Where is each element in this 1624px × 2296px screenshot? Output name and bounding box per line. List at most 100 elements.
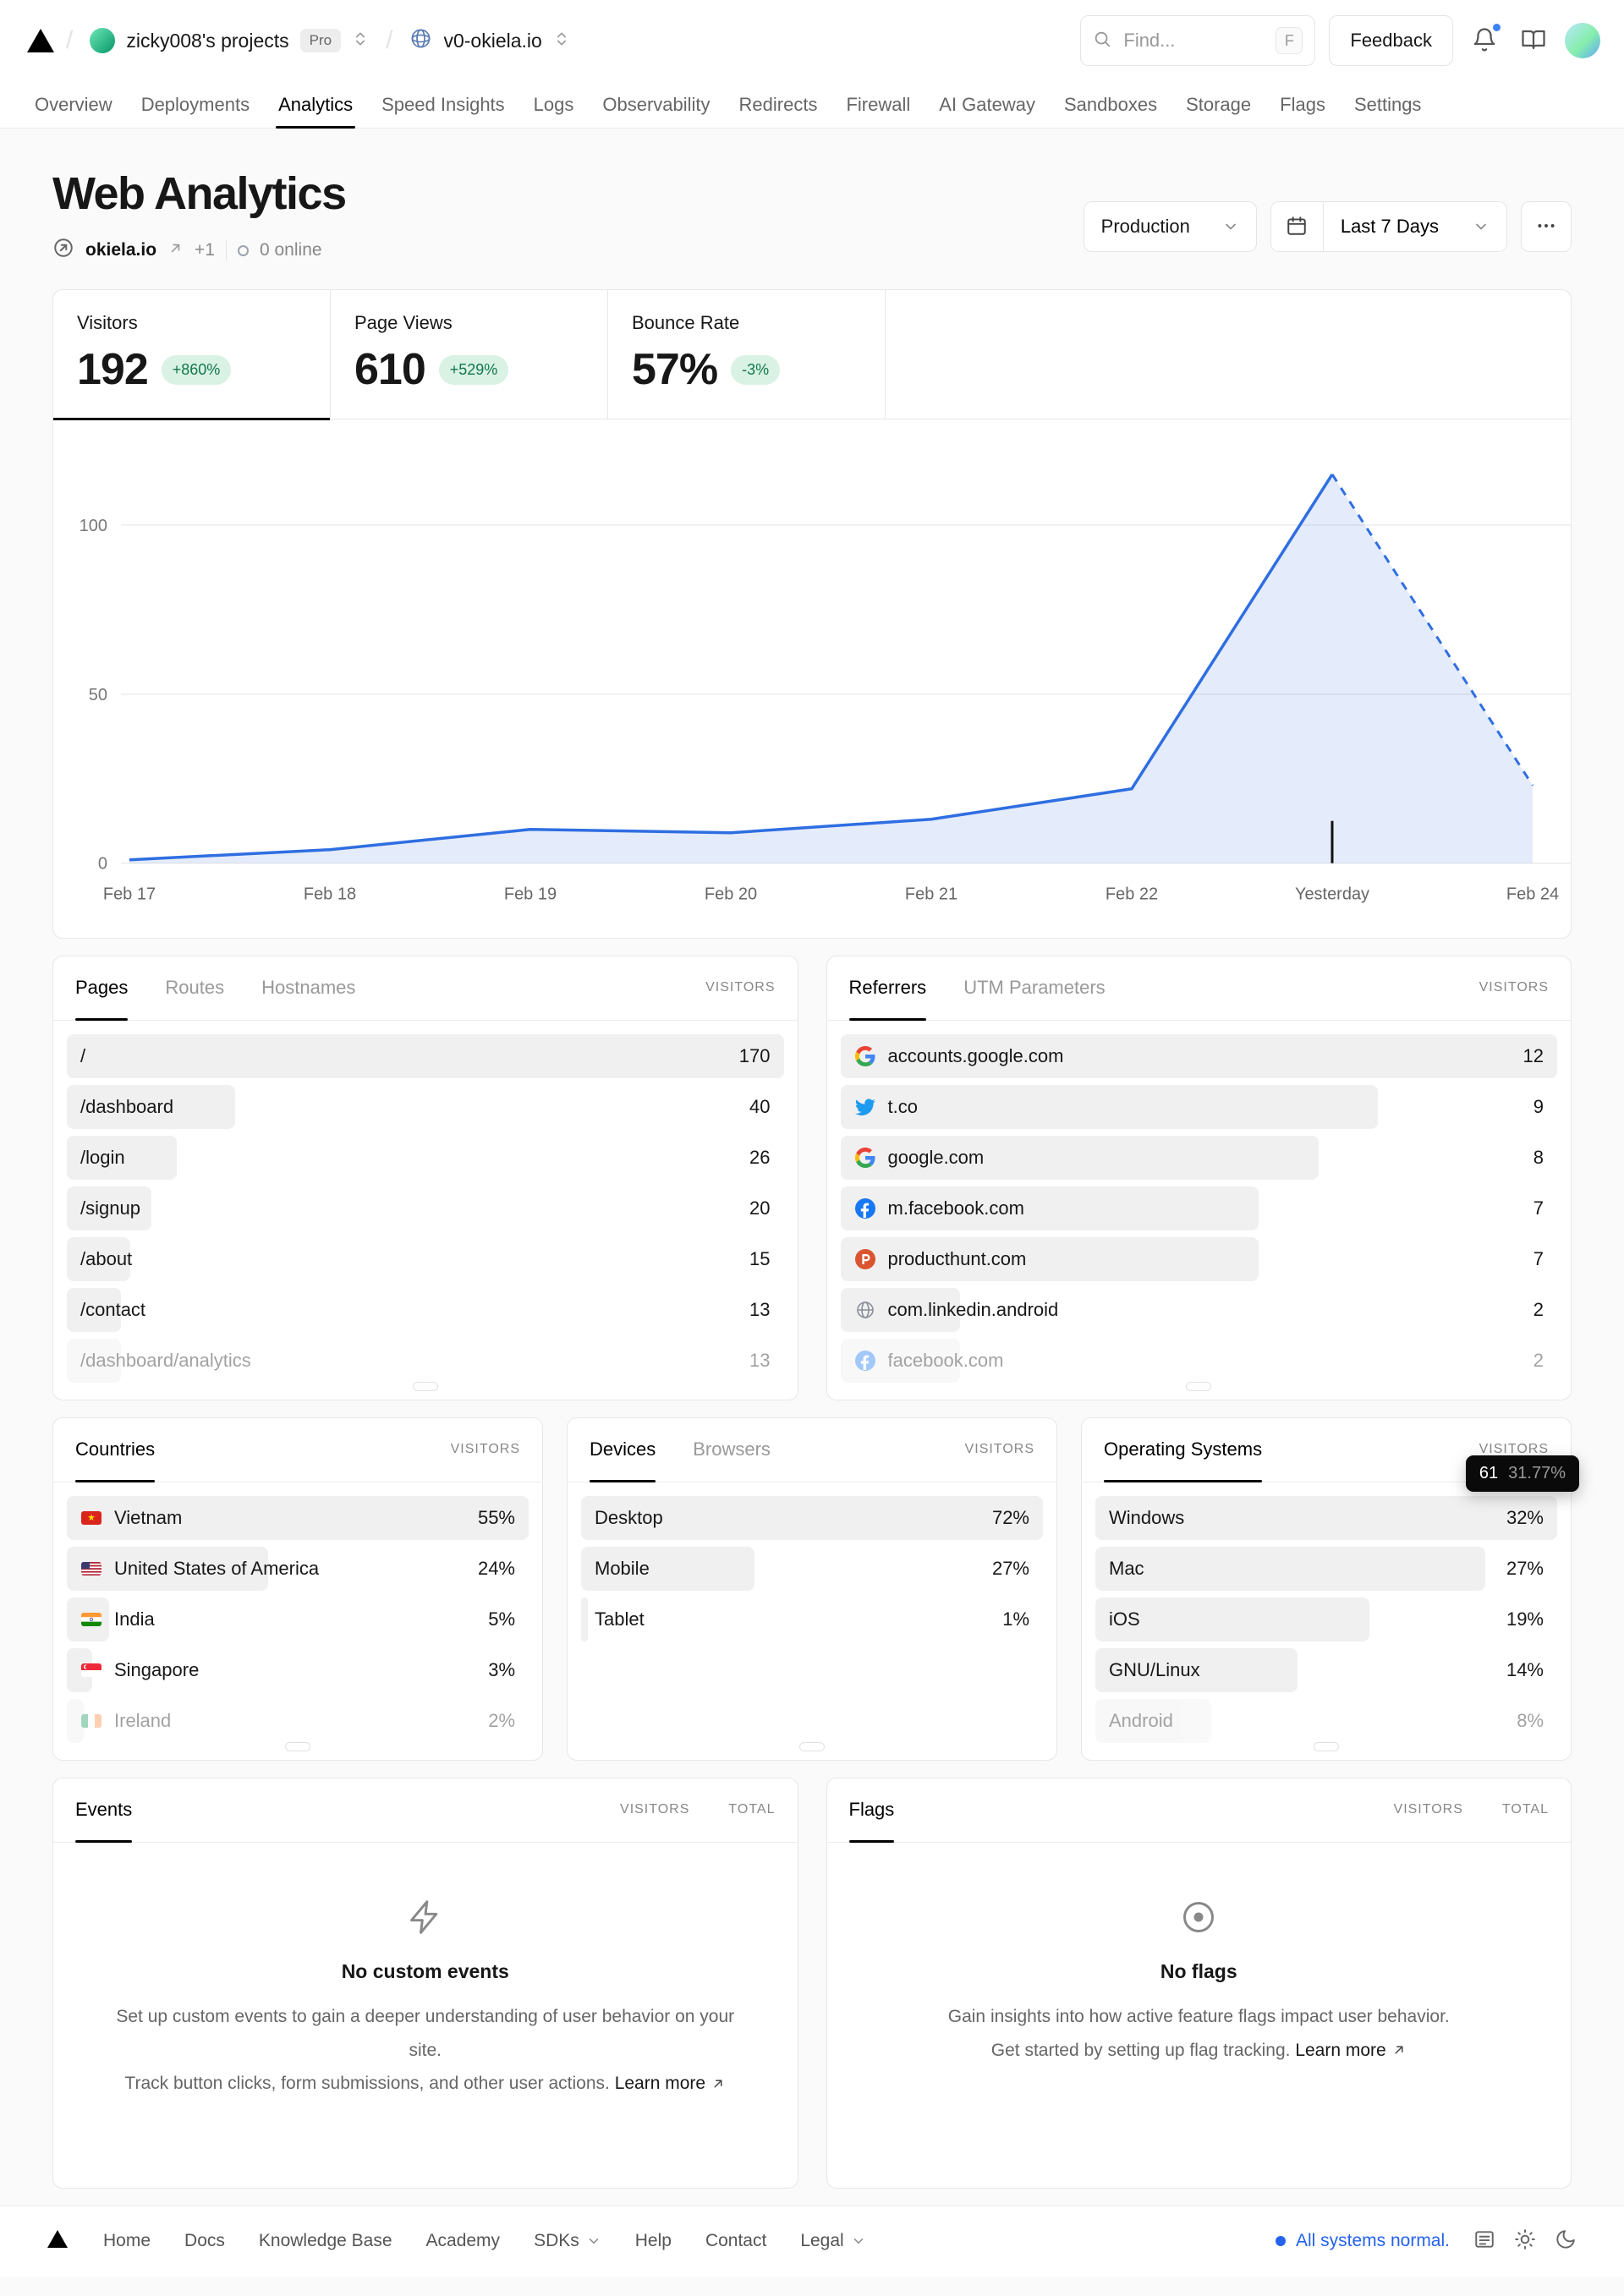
os-row-windows[interactable]: Windows 32% [1095, 1495, 1557, 1540]
os-row-ios[interactable]: iOS 19% [1095, 1597, 1557, 1641]
devices-row-desktop[interactable]: Desktop 72% [581, 1495, 1043, 1540]
tab-events[interactable]: Events [75, 1778, 133, 1843]
nav-tab-deployments[interactable]: Deployments [127, 81, 264, 128]
scroll-pill[interactable] [285, 1741, 310, 1751]
nav-tab-ai-gateway[interactable]: AI Gateway [924, 81, 1050, 128]
calendar-button[interactable] [1270, 202, 1324, 251]
pages-row-signup[interactable]: /signup 20 [67, 1186, 784, 1230]
footer-link-academy[interactable]: Academy [425, 2231, 501, 2251]
pages-row-dashboard[interactable]: /dashboard 40 [67, 1084, 784, 1129]
countries-row-india[interactable]: India 5% [67, 1597, 529, 1641]
referrers-row-facebook-com[interactable]: facebook.com 2 [840, 1338, 1558, 1383]
os-row-gnu-linux[interactable]: GNU/Linux 14% [1095, 1647, 1557, 1692]
pages-row-dashboard-analytics[interactable]: /dashboard/analytics 13 [67, 1338, 784, 1383]
flags-panel: Flags VISITORS TOTAL No flags Gain insig… [826, 1777, 1572, 2189]
domain-extra-count[interactable]: +1 [195, 240, 215, 260]
user-avatar[interactable] [1565, 23, 1600, 58]
scroll-pill[interactable] [1314, 1741, 1339, 1751]
stat-tab-bounce-rate[interactable]: Bounce Rate 57% -3% [608, 290, 886, 419]
vercel-logo-footer[interactable] [47, 2230, 68, 2252]
devices-row-tablet[interactable]: Tablet 1% [581, 1597, 1043, 1641]
footer-link-contact[interactable]: Contact [705, 2231, 767, 2251]
row-bar [67, 1033, 784, 1078]
nav-tab-redirects[interactable]: Redirects [725, 81, 832, 128]
nav-tab-overview[interactable]: Overview [20, 81, 127, 128]
domain-link[interactable]: okiela.io [85, 240, 157, 260]
vercel-logo[interactable] [24, 25, 58, 56]
footer-link-docs[interactable]: Docs [184, 2231, 225, 2251]
tab-routes[interactable]: Routes [165, 956, 224, 1020]
nav-tab-analytics[interactable]: Analytics [264, 81, 367, 129]
online-status: 0 online [259, 240, 322, 260]
flags-learn-more-link[interactable]: Learn more [1295, 2034, 1406, 2068]
tab-browsers[interactable]: Browsers [693, 1418, 771, 1482]
referrers-row-google-com[interactable]: google.com 8 [840, 1135, 1558, 1180]
footer: Home Docs Knowledge Base Academy SDKs Help Con… [0, 2205, 1624, 2277]
more-options-button[interactable] [1521, 201, 1572, 252]
stat-tab-visitors[interactable]: Visitors 192 +860% [53, 290, 331, 420]
system-status-link[interactable]: All systems normal. [1275, 2231, 1450, 2251]
footer-link-legal[interactable]: Legal [800, 2231, 865, 2251]
project-switcher[interactable]: v0-okiela.io [401, 20, 578, 62]
countries-row-ireland[interactable]: Ireland 2% [67, 1698, 529, 1743]
dark-theme-icon[interactable] [1555, 2228, 1577, 2255]
pages-row-[interactable]: / 170 [67, 1033, 784, 1078]
nav-tab-observability[interactable]: Observability [588, 81, 724, 128]
project-selector-icon[interactable] [553, 30, 570, 52]
footer-link-home[interactable]: Home [103, 2231, 151, 2251]
nav-tab-sandboxes[interactable]: Sandboxes [1050, 81, 1171, 128]
nav-tab-firewall[interactable]: Firewall [831, 81, 924, 128]
tab-hostnames[interactable]: Hostnames [261, 956, 355, 1020]
os-row-android[interactable]: Android 8% [1095, 1698, 1557, 1743]
row-bar [840, 1236, 1259, 1281]
feedback-button[interactable]: Feedback [1329, 15, 1453, 66]
referrers-row-t-co[interactable]: t.co 9 [840, 1084, 1558, 1129]
scroll-pill[interactable] [412, 1381, 438, 1391]
pages-row-about[interactable]: /about 15 [67, 1236, 784, 1281]
tab-operating-systems[interactable]: Operating Systems [1104, 1418, 1263, 1482]
footer-link-knowledge-base[interactable]: Knowledge Base [258, 2231, 392, 2251]
referrers-row-producthunt-com[interactable]: producthunt.com 7 [840, 1236, 1558, 1281]
row-label: Windows [1109, 1506, 1185, 1528]
referrers-row-accounts-google-com[interactable]: accounts.google.com 12 [840, 1033, 1557, 1078]
tab-flags[interactable]: Flags [848, 1778, 894, 1843]
search-field[interactable] [1122, 29, 1266, 52]
nav-tab-flags[interactable]: Flags [1265, 81, 1340, 128]
tab-devices[interactable]: Devices [590, 1418, 656, 1482]
devices-row-mobile[interactable]: Mobile 27% [581, 1546, 1043, 1591]
team-selector-icon[interactable] [352, 30, 369, 52]
light-theme-icon[interactable] [1514, 2228, 1536, 2255]
referrers-row-m-facebook-com[interactable]: m.facebook.com 7 [840, 1186, 1558, 1230]
search-input[interactable]: F [1080, 15, 1316, 66]
pages-row-login[interactable]: /login 26 [67, 1135, 784, 1180]
scroll-pill[interactable] [1186, 1381, 1212, 1391]
docs-button[interactable] [1516, 22, 1551, 60]
countries-row-singapore[interactable]: Singapore 3% [67, 1647, 529, 1692]
changelog-icon[interactable] [1473, 2228, 1495, 2255]
nav-tab-storage[interactable]: Storage [1171, 81, 1265, 128]
countries-row-vietnam[interactable]: Vietnam 55% [67, 1495, 529, 1540]
notifications-button[interactable] [1467, 21, 1502, 60]
team-switcher[interactable]: zicky008's projects Pro [81, 21, 377, 60]
stat-tab-page-views[interactable]: Page Views 610 +529% [331, 290, 608, 419]
tab-referrers[interactable]: Referrers [848, 956, 926, 1021]
row-label: Vietnam [80, 1507, 182, 1529]
pages-row-contact[interactable]: /contact 13 [67, 1287, 784, 1332]
row-label: producthunt.com [854, 1248, 1026, 1270]
tab-countries[interactable]: Countries [75, 1418, 156, 1482]
nav-tab-speed-insights[interactable]: Speed Insights [367, 81, 519, 128]
footer-link-sdks[interactable]: SDKs [534, 2231, 601, 2251]
environment-select[interactable]: Production [1083, 201, 1257, 252]
tab-utm-parameters[interactable]: UTM Parameters [963, 956, 1105, 1020]
events-learn-more-link[interactable]: Learn more [615, 2067, 726, 2101]
referrers-row-com-linkedin-android[interactable]: com.linkedin.android 2 [840, 1287, 1558, 1332]
nav-tab-settings[interactable]: Settings [1340, 81, 1436, 128]
footer-link-help[interactable]: Help [634, 2231, 672, 2251]
scroll-pill[interactable] [799, 1741, 825, 1751]
date-range-select[interactable]: Last 7 Days [1323, 202, 1506, 251]
visitors-chart[interactable]: 0 50 100 Feb 17 Feb 18 Feb 19 Feb 20 Feb 21 Feb … [53, 419, 1571, 938]
os-row-mac[interactable]: Mac 27% [1095, 1546, 1557, 1591]
countries-row-united-states-of-america[interactable]: United States of America 24% [67, 1546, 529, 1591]
tab-pages[interactable]: Pages [75, 956, 129, 1021]
nav-tab-logs[interactable]: Logs [519, 81, 589, 128]
